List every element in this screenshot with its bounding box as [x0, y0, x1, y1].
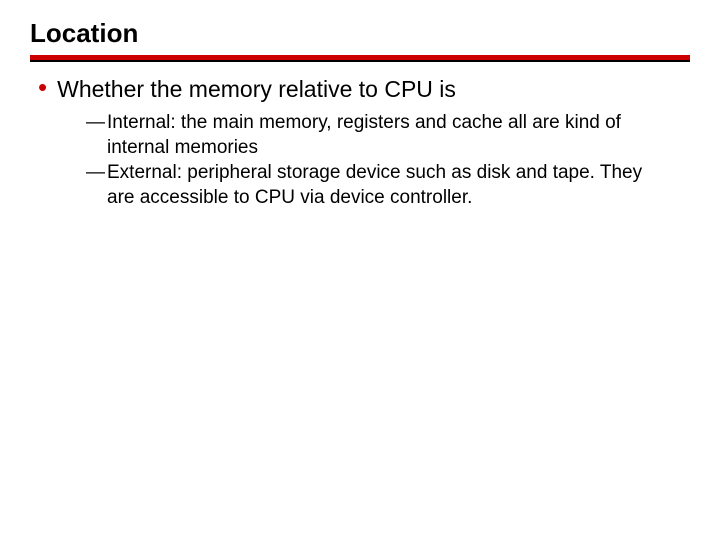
bullet-dot-icon: •	[38, 74, 47, 100]
dash-icon: —	[86, 110, 105, 135]
sub-item: — Internal: the main memory, registers a…	[86, 110, 650, 160]
sub-item: — External: peripheral storage device su…	[86, 160, 650, 210]
sub-list: — Internal: the main memory, registers a…	[40, 110, 690, 210]
slide-title: Location	[30, 18, 690, 55]
title-block: Location	[30, 18, 690, 62]
slide-content: • Whether the memory relative to CPU is …	[30, 62, 690, 210]
bullet-item: • Whether the memory relative to CPU is	[40, 74, 690, 104]
sub-text: Internal: the main memory, registers and…	[107, 110, 650, 160]
sub-text: External: peripheral storage device such…	[107, 160, 650, 210]
dash-icon: —	[86, 160, 105, 185]
bullet-text: Whether the memory relative to CPU is	[57, 74, 456, 104]
